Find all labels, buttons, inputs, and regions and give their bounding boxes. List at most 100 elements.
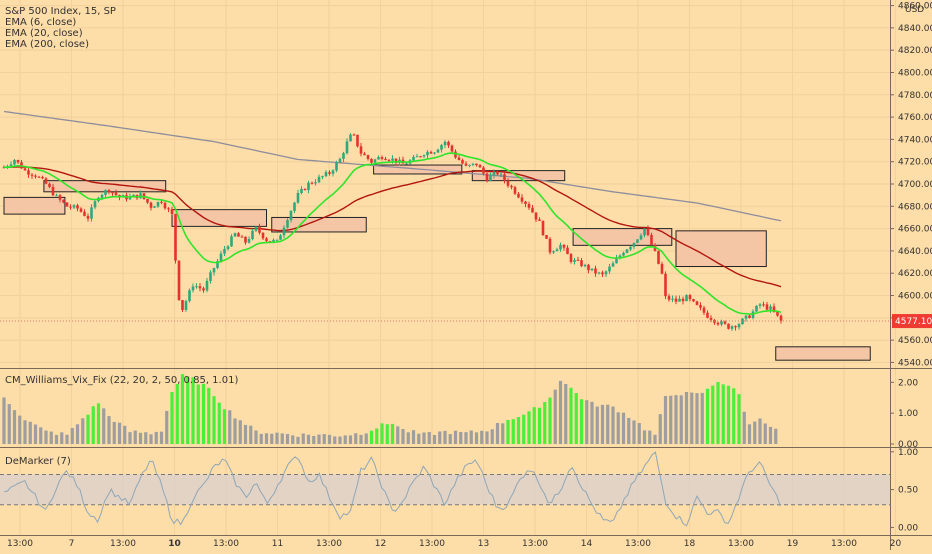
candle-body-17 <box>62 199 65 203</box>
vix-bar-73 <box>385 424 389 444</box>
candle-body-188 <box>660 263 664 274</box>
time-tick-label-15: 19 <box>787 539 799 549</box>
candle-body-8 <box>30 174 34 176</box>
candle-body-117 <box>412 156 415 161</box>
vix-bar-12 <box>65 434 69 444</box>
candle-body-7 <box>27 170 30 175</box>
price-tick-label-3: 4800.00 <box>898 68 932 78</box>
vix-bar-37 <box>196 384 200 444</box>
candle-body-62 <box>219 253 223 262</box>
vix-bar-146 <box>768 426 773 444</box>
vix-bar-90 <box>474 432 479 444</box>
vix-bar-68 <box>359 434 363 444</box>
candle-body-86 <box>303 188 307 191</box>
vix-bar-136 <box>716 382 720 444</box>
candle-body-157 <box>552 251 555 253</box>
candle-body-128 <box>450 145 454 152</box>
time-tick-label-2: 13:00 <box>110 539 136 549</box>
vix-bar-128 <box>674 395 678 444</box>
candle-body-212 <box>744 315 748 319</box>
legend-ema-6: EMA (6, close) <box>5 17 76 28</box>
candle-body-184 <box>646 228 650 235</box>
vix-bar-9 <box>49 431 53 444</box>
vix-bar-141 <box>742 411 746 444</box>
vix-bar-1 <box>7 404 11 444</box>
vix-bar-40 <box>212 396 216 444</box>
time-tick-label-0: 13:00 <box>7 539 33 549</box>
currency-label: USD <box>905 5 924 15</box>
candle-body-96 <box>338 158 342 163</box>
vix-bar-127 <box>669 395 673 444</box>
candle-body-87 <box>307 182 310 191</box>
candle-body-90 <box>317 176 321 183</box>
vix-bar-39 <box>207 387 211 444</box>
candle-body-219 <box>769 306 772 310</box>
vix-bar-32 <box>170 391 174 444</box>
demarker-band <box>0 474 890 505</box>
candle-body-94 <box>331 170 335 174</box>
candle-body-187 <box>657 250 660 264</box>
candle-body-140 <box>492 172 496 176</box>
vix-bar-64 <box>338 436 342 444</box>
candle-body-197 <box>692 299 695 302</box>
zone-box-5 <box>471 170 566 182</box>
vix-bar-99 <box>522 414 526 444</box>
vix-bar-93 <box>490 429 494 444</box>
vix-bar-43 <box>228 410 232 444</box>
vix-bar-72 <box>380 423 384 444</box>
candle-body-56 <box>198 286 202 289</box>
vix-bar-91 <box>480 430 484 444</box>
vix-bar-50 <box>264 433 269 444</box>
time-tick-label-11: 14 <box>581 539 593 549</box>
candle-body-57 <box>202 288 205 291</box>
candle-body-148 <box>520 197 524 202</box>
candle-body-61 <box>216 261 219 268</box>
candle-body-69 <box>244 236 247 243</box>
vix-bar-46 <box>243 424 248 444</box>
vix-bar-52 <box>275 432 279 444</box>
vix-bar-67 <box>354 433 358 444</box>
vix-bar-105 <box>553 389 557 444</box>
vix-bar-95 <box>501 423 505 444</box>
candle-body-202 <box>709 317 713 320</box>
vix-bar-54 <box>285 434 290 444</box>
candle-body-37 <box>132 194 135 197</box>
vix-bar-10 <box>54 434 59 444</box>
candle-body-168 <box>590 268 594 271</box>
candle-body-135 <box>475 163 478 166</box>
vix-fix-bars <box>2 374 778 444</box>
vix-bar-100 <box>527 411 531 444</box>
candle-body-9 <box>34 175 37 177</box>
price-tick-label-12: 4620.00 <box>898 269 932 279</box>
vix-bar-80 <box>422 432 426 444</box>
vix-bar-5 <box>28 421 32 444</box>
candle-body-103 <box>363 153 366 156</box>
candle-body-105 <box>370 158 373 163</box>
candle-body-97 <box>342 153 345 159</box>
vix-bar-58 <box>306 434 311 444</box>
vix-bar-13 <box>70 427 74 444</box>
vix-bar-119 <box>627 417 631 444</box>
candle-body-71 <box>251 230 254 240</box>
candle-body-159 <box>559 244 562 250</box>
vix-bar-130 <box>684 391 689 444</box>
candle-body-72 <box>254 226 258 231</box>
candle-body-137 <box>482 167 485 174</box>
candle-body-211 <box>741 318 744 325</box>
vix-bar-3 <box>18 415 22 444</box>
vix-bar-125 <box>658 414 662 444</box>
candle-body-143 <box>503 174 506 181</box>
time-tick-label-9: 13 <box>478 539 489 549</box>
candle-body-131 <box>461 160 464 164</box>
candle-body-183 <box>643 228 646 236</box>
demarker-tick-label-0: 1.00 <box>898 448 918 458</box>
time-tick-label-6: 13:00 <box>316 539 342 549</box>
vix-bar-120 <box>632 420 636 444</box>
vix-bar-126 <box>663 395 668 444</box>
candle-body-106 <box>373 159 377 163</box>
vix-bar-41 <box>217 402 221 444</box>
candle-body-10 <box>37 176 41 178</box>
candle-body-180 <box>632 242 636 247</box>
